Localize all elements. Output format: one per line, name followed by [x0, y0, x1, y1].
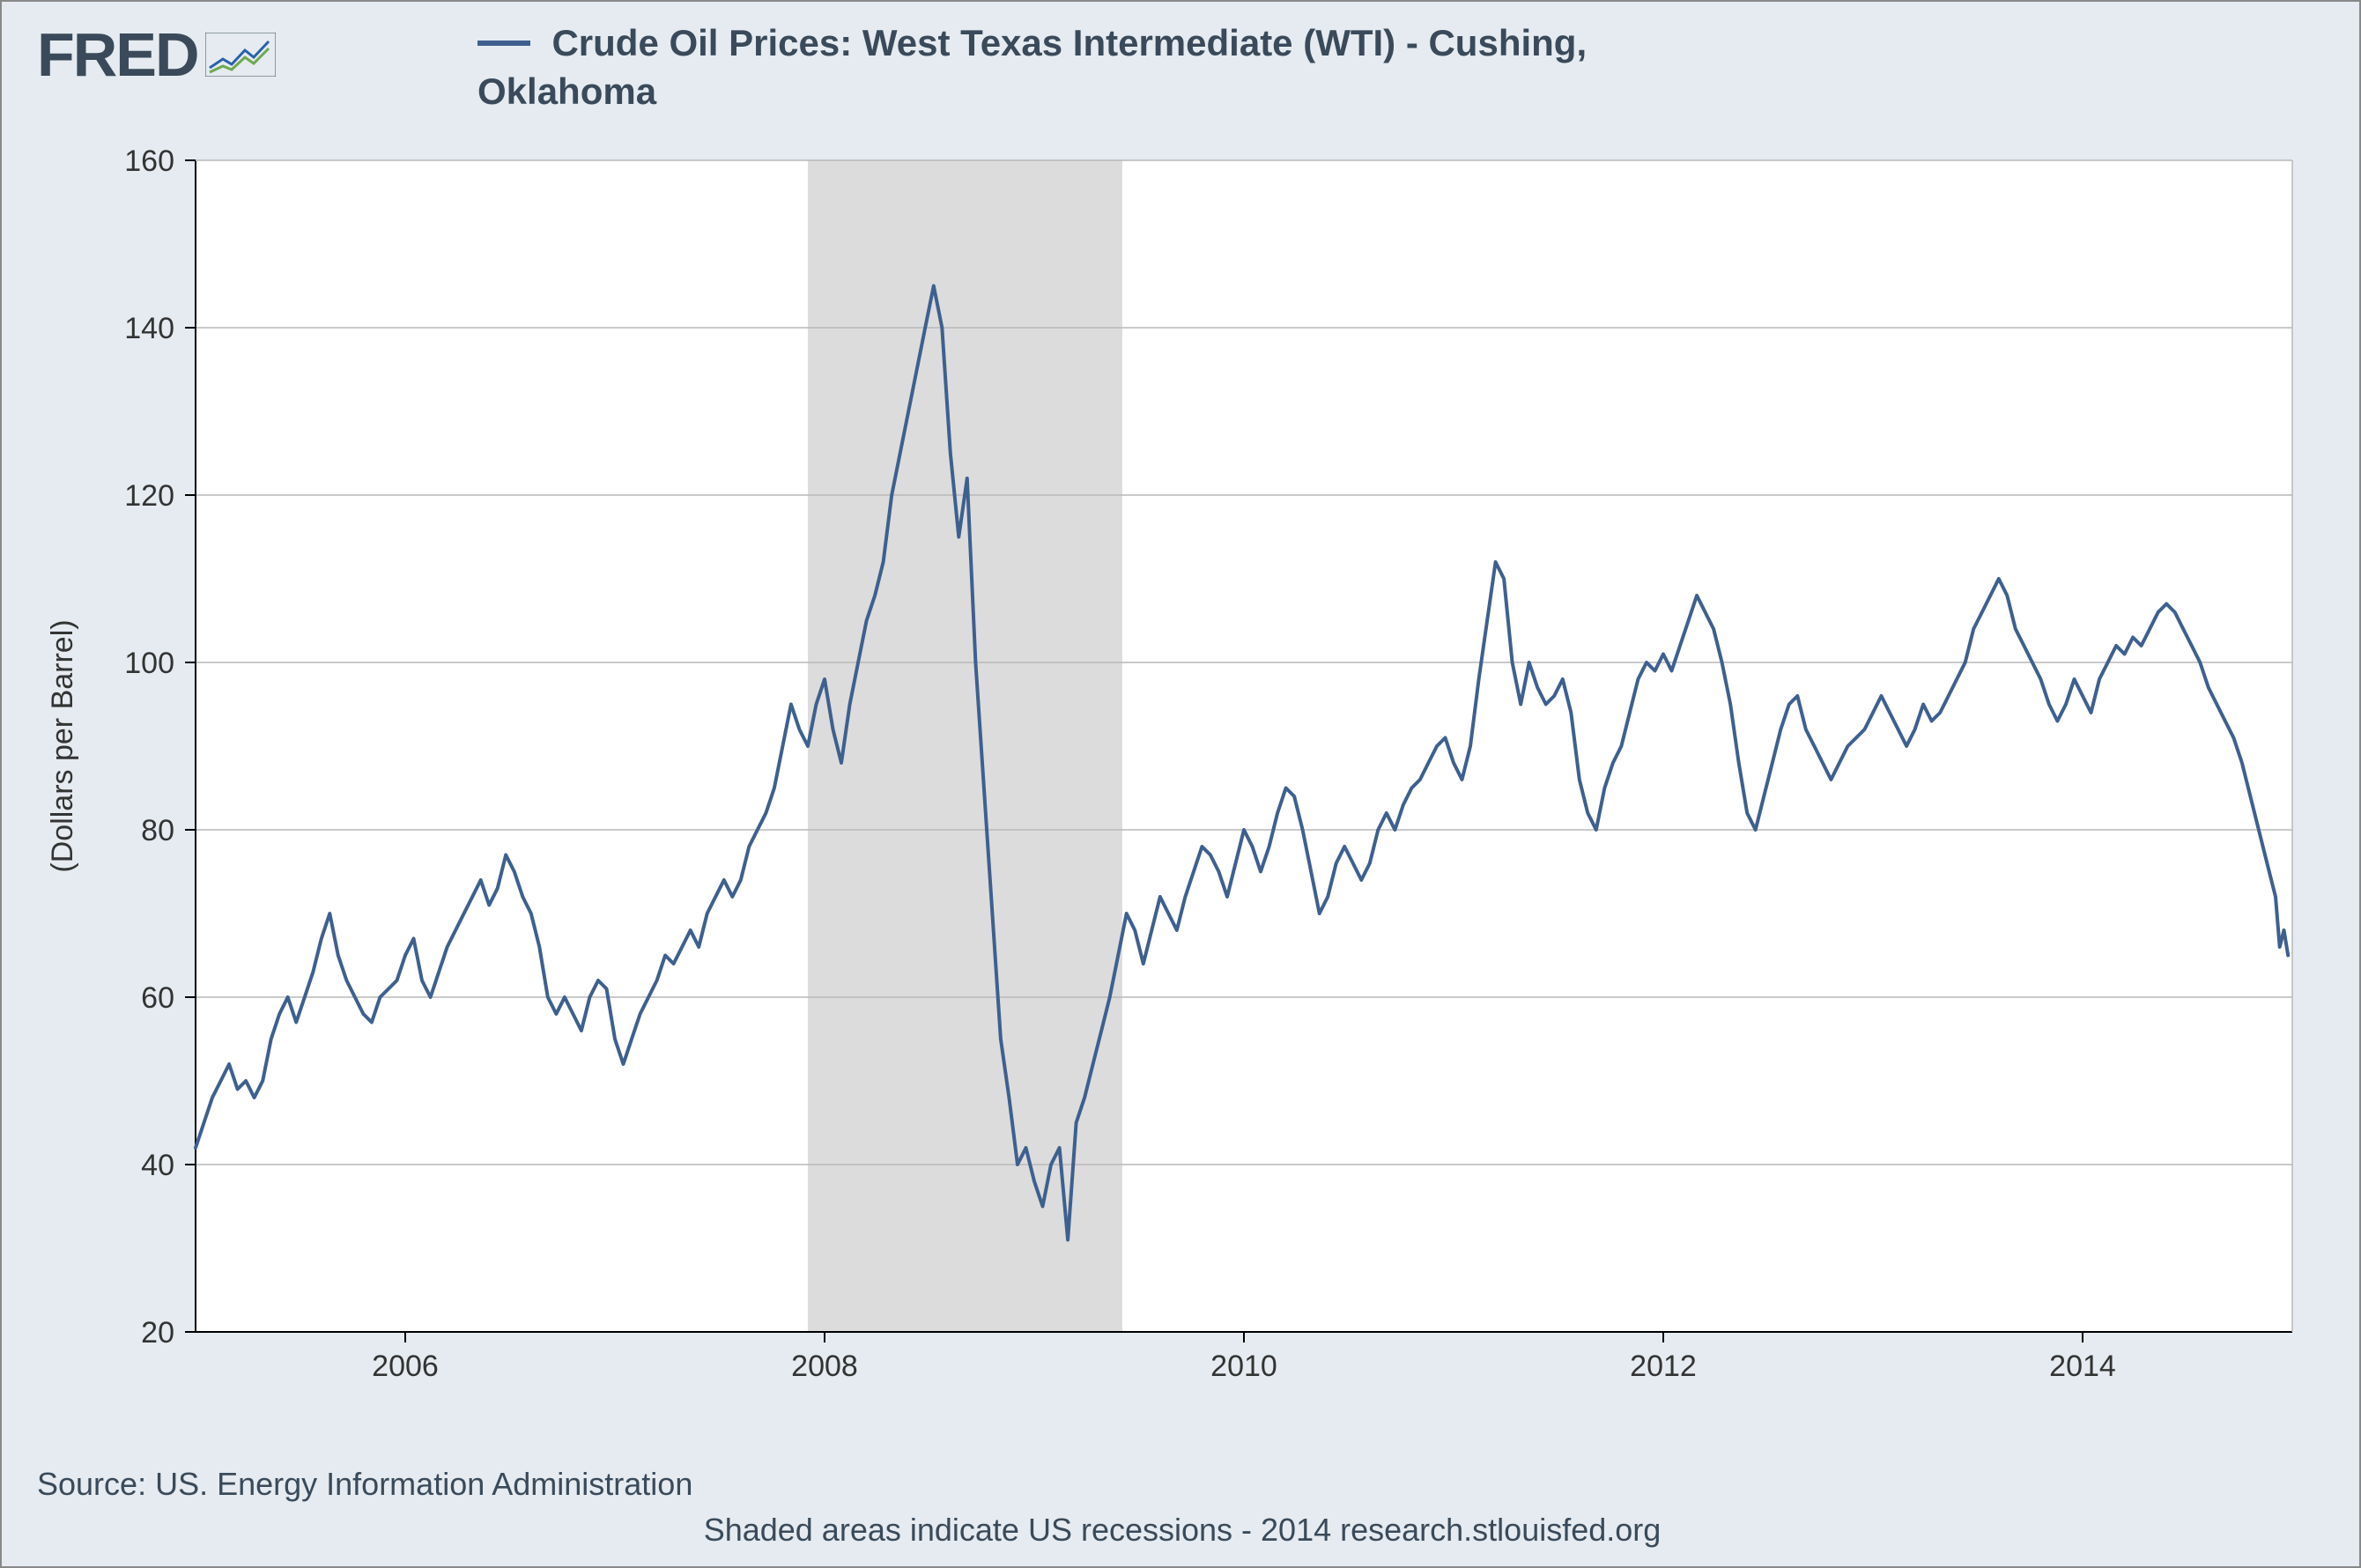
- svg-text:120: 120: [124, 479, 174, 513]
- svg-text:160: 160: [124, 144, 174, 178]
- legend-line-swatch: [477, 41, 530, 46]
- footer-note: Shaded areas indicate US recessions - 20…: [37, 1512, 2328, 1549]
- chart-footer: Source: US. Energy Information Administr…: [37, 1466, 2328, 1549]
- chart-svg: 20 40 60 80 100 120 140 160 2006 2008 2010 2012 2014…: [37, 134, 2328, 1420]
- chart-legend: Crude Oil Prices: West Texas Intermediat…: [477, 19, 1711, 115]
- chart-title: Crude Oil Prices: West Texas Intermediat…: [477, 22, 1587, 112]
- svg-text:2014: 2014: [2049, 1350, 2116, 1383]
- svg-text:80: 80: [141, 814, 174, 847]
- svg-text:140: 140: [124, 312, 174, 345]
- svg-text:2008: 2008: [791, 1350, 858, 1383]
- svg-text:100: 100: [124, 647, 174, 680]
- svg-text:2006: 2006: [372, 1350, 439, 1383]
- svg-text:20: 20: [141, 1316, 174, 1350]
- plot-area: 20 40 60 80 100 120 140 160 2006 2008 2010 2012 2014…: [37, 134, 2328, 1420]
- svg-text:40: 40: [141, 1149, 174, 1182]
- svg-text:(Dollars per Barrel): (Dollars per Barrel): [46, 619, 79, 872]
- fred-logo-icon: [205, 33, 276, 77]
- svg-text:2010: 2010: [1210, 1350, 1277, 1383]
- svg-text:2012: 2012: [1630, 1350, 1697, 1383]
- chart-container: FRED Crude Oil Prices: West Texas Interm…: [0, 0, 2361, 1568]
- svg-text:60: 60: [141, 981, 174, 1015]
- footer-source: Source: US. Energy Information Administr…: [37, 1466, 2328, 1503]
- fred-logo-text: FRED: [37, 19, 198, 90]
- chart-header: FRED Crude Oil Prices: West Texas Interm…: [37, 19, 2328, 125]
- fred-logo: FRED: [37, 19, 276, 90]
